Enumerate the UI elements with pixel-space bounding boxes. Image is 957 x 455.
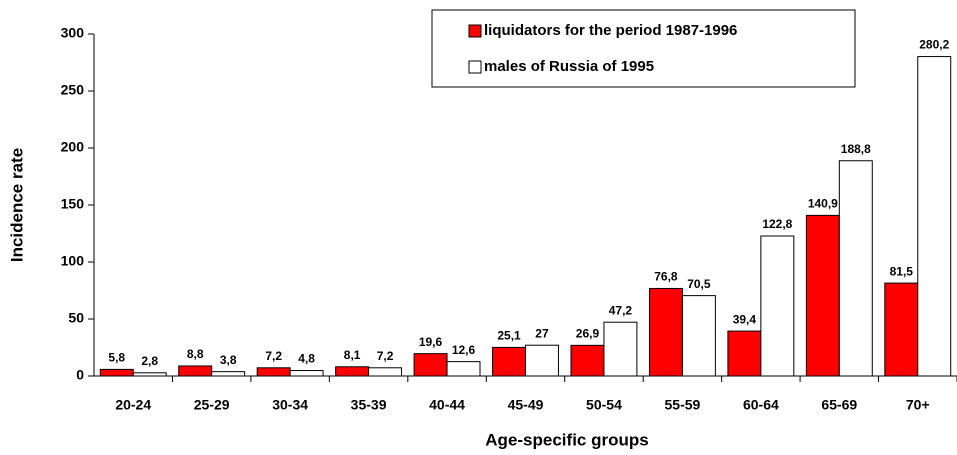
data-label: 280,2 <box>919 38 949 52</box>
bar <box>368 367 403 377</box>
bar <box>603 321 638 377</box>
bar <box>760 235 795 377</box>
y-tick-label: 0 <box>76 367 84 383</box>
data-label: 3,8 <box>220 353 237 367</box>
y-tick-label: 150 <box>61 196 85 212</box>
y-tick-label: 200 <box>61 139 85 155</box>
legend-swatch <box>468 24 482 38</box>
data-label: 76,8 <box>654 270 678 284</box>
x-tick-label: 25-29 <box>194 397 230 413</box>
x-tick-label: 70+ <box>906 397 930 413</box>
data-label: 25,1 <box>497 329 521 343</box>
x-tick-label: 45-49 <box>508 397 544 413</box>
bar <box>838 160 873 377</box>
data-label: 27 <box>535 326 549 340</box>
data-label: 122,8 <box>762 217 792 231</box>
bar <box>884 282 919 377</box>
data-label: 8,1 <box>344 348 361 362</box>
y-tick-label: 100 <box>61 253 85 269</box>
bar <box>413 353 448 377</box>
legend-label: liquidators for the period 1987-1996 <box>484 22 737 39</box>
legend-box <box>431 9 856 88</box>
legend-label: males of Russia of 1995 <box>484 58 654 75</box>
bar <box>917 56 952 377</box>
x-tick-label: 35-39 <box>351 397 387 413</box>
data-label: 81,5 <box>890 264 914 278</box>
bar <box>99 368 134 377</box>
y-tick-label: 250 <box>61 82 85 98</box>
x-tick-label: 20-24 <box>115 397 151 413</box>
bar <box>648 287 683 377</box>
x-tick-label: 30-34 <box>272 397 308 413</box>
bar <box>446 361 481 377</box>
x-tick-label: 60-64 <box>743 397 779 413</box>
y-tick-label: 50 <box>68 310 84 326</box>
x-tick-label: 50-54 <box>586 397 622 413</box>
y-axis-label: Incidence rate <box>7 148 26 262</box>
data-label: 4,8 <box>298 352 315 366</box>
bar <box>570 344 605 377</box>
y-tick-label: 300 <box>61 25 85 41</box>
data-label: 2,8 <box>141 354 158 368</box>
bar <box>492 346 527 377</box>
x-axis-label: Age-specific groups <box>485 430 648 449</box>
bar <box>727 330 762 377</box>
data-label: 39,4 <box>733 312 757 326</box>
data-label: 70,5 <box>687 277 711 291</box>
data-label: 8,8 <box>187 347 204 361</box>
bar <box>256 367 291 377</box>
x-tick-label: 40-44 <box>429 397 465 413</box>
bar <box>335 366 370 377</box>
x-tick-label: 55-59 <box>665 397 701 413</box>
data-label: 26,9 <box>576 327 600 341</box>
data-label: 19,6 <box>419 335 443 349</box>
bar <box>805 214 840 377</box>
bar <box>178 365 213 377</box>
legend-swatch <box>468 60 482 74</box>
data-label: 12,6 <box>452 343 476 357</box>
data-label: 47,2 <box>609 303 633 317</box>
bar <box>289 370 324 377</box>
bar <box>525 344 559 377</box>
data-label: 7,2 <box>265 349 282 363</box>
data-label: 140,9 <box>808 197 838 211</box>
bar <box>211 371 246 377</box>
data-label: 188,8 <box>841 142 871 156</box>
bar <box>681 295 716 377</box>
bar <box>132 372 167 377</box>
data-label: 5,8 <box>108 351 125 365</box>
x-tick-label: 65-69 <box>821 397 857 413</box>
data-label: 7,2 <box>377 349 394 363</box>
